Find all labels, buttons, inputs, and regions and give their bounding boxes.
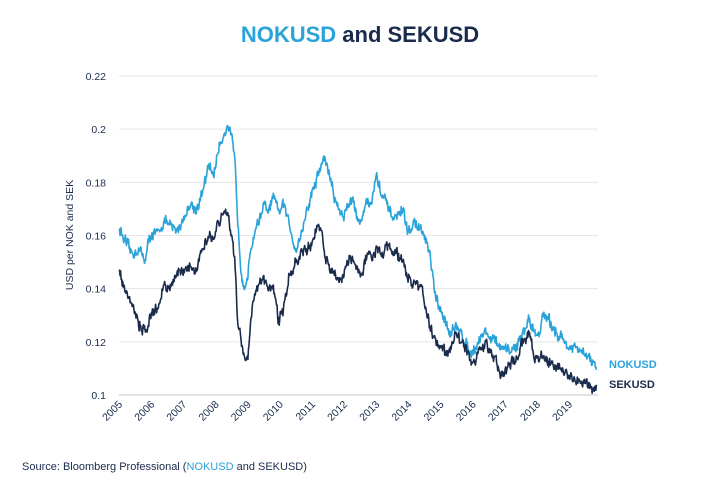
x-tick-label: 2005 — [100, 399, 125, 424]
source-prefix: Source: Bloomberg Professional ( — [22, 461, 187, 473]
source-note: Source: Bloomberg Professional (NOKUSD a… — [22, 461, 307, 473]
x-tick-label: 2019 — [550, 399, 575, 424]
x-tick-label: 2010 — [261, 399, 286, 424]
series-line-sekusd — [118, 208, 598, 395]
x-tick-label: 2014 — [389, 399, 414, 424]
series-lines — [118, 124, 598, 395]
y-tick-label: 0.2 — [91, 124, 106, 136]
x-tick-label: 2011 — [294, 399, 319, 424]
y-tick-label: 0.12 — [86, 337, 107, 349]
title-nokusd: NOKUSD — [240, 22, 337, 47]
source-highlight: NOKUSD — [186, 461, 234, 473]
y-axis-label: USD per NOK and SEK — [64, 180, 76, 290]
chart-title: NOKUSD and SEKUSD — [0, 22, 720, 48]
x-tick-label: 2006 — [132, 399, 157, 424]
y-tick-label: 0.14 — [86, 284, 107, 296]
x-tick-label: 2018 — [518, 399, 543, 424]
x-tick-label: 2013 — [357, 399, 382, 424]
legend-sekusd: SEKUSD — [609, 379, 655, 391]
x-tick-label: 2007 — [164, 399, 189, 424]
x-axis-ticks: 2005 2006 2007 2008 2009 2010 2011 2012 2013 2014… — [100, 399, 575, 424]
x-tick-label: 2008 — [197, 399, 222, 424]
y-tick-label: 0.18 — [86, 177, 107, 189]
x-tick-label: 2016 — [454, 399, 479, 424]
y-tick-label: 0.16 — [86, 231, 107, 243]
series-line-nokusd — [118, 124, 598, 371]
x-tick-label: 2015 — [422, 399, 447, 424]
y-tick-label: 0.22 — [86, 71, 107, 83]
gridlines — [119, 75, 598, 396]
x-tick-label: 2012 — [325, 399, 350, 424]
title-and: and — [336, 22, 388, 47]
source-suffix: and SEKUSD) — [233, 461, 307, 473]
title-sekusd: SEKUSD — [387, 22, 480, 47]
x-tick-label: 2017 — [486, 399, 511, 424]
legend-nokusd: NOKUSD — [609, 359, 657, 371]
x-tick-label: 2009 — [229, 399, 254, 424]
y-tick-label: 0.1 — [91, 390, 106, 402]
y-axis-ticks: 0.1 0.12 0.14 0.16 0.18 0.2 0.22 — [86, 71, 107, 402]
